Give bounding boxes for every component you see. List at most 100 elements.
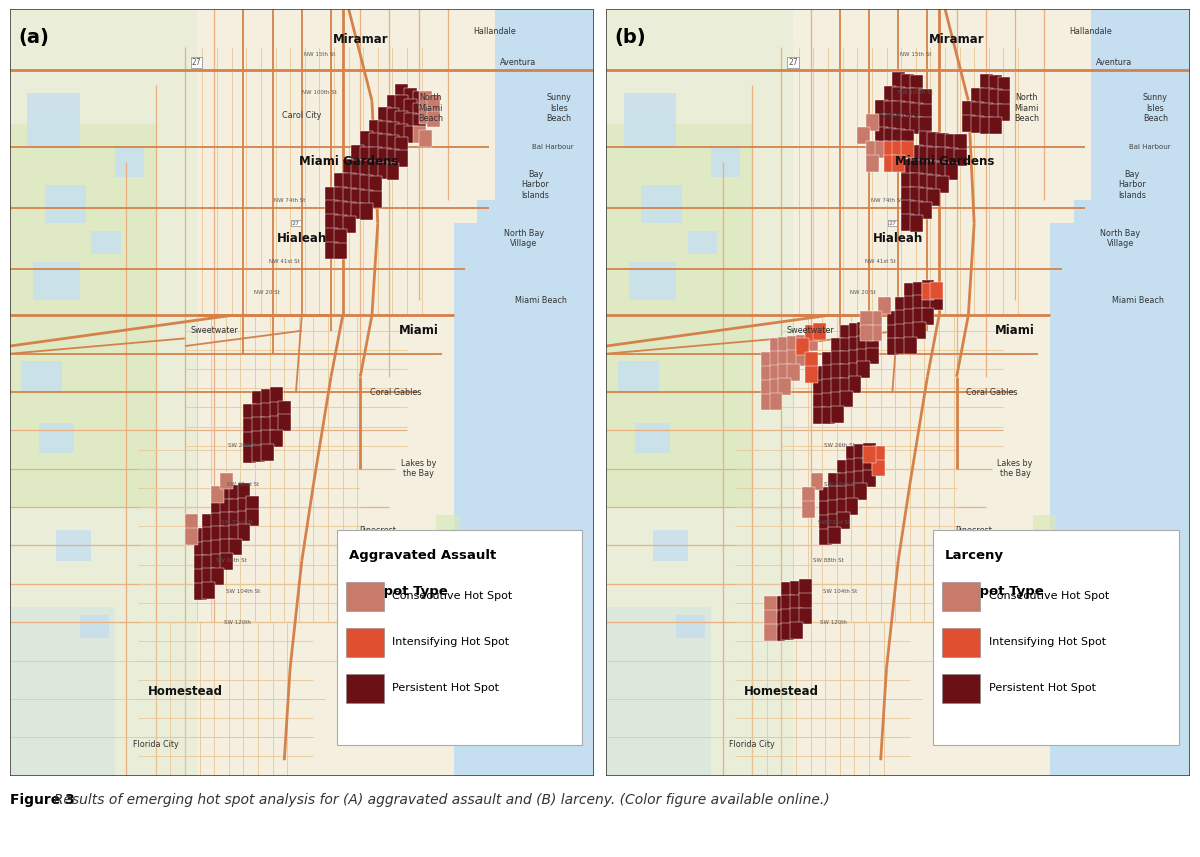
Bar xyxy=(895,297,908,314)
Bar xyxy=(936,176,949,193)
Bar xyxy=(971,102,984,119)
Bar xyxy=(773,610,786,626)
Text: Carol City: Carol City xyxy=(282,111,322,121)
Bar xyxy=(203,554,215,572)
Bar xyxy=(848,363,862,380)
Bar xyxy=(989,104,1002,121)
Bar xyxy=(334,201,347,218)
Bar xyxy=(866,348,878,364)
Bar xyxy=(863,446,876,463)
Bar xyxy=(872,446,884,463)
Bar xyxy=(893,87,905,104)
Bar xyxy=(244,446,257,463)
Bar xyxy=(395,111,408,128)
Bar xyxy=(910,159,923,177)
Bar xyxy=(244,432,257,449)
Text: SW 88th St: SW 88th St xyxy=(216,558,247,563)
Bar xyxy=(325,242,338,259)
Bar xyxy=(904,297,917,313)
Bar xyxy=(922,280,935,297)
Bar xyxy=(971,116,984,133)
Bar xyxy=(386,122,400,139)
Bar xyxy=(1091,9,1121,224)
Bar xyxy=(820,515,832,531)
Text: Sweetwater: Sweetwater xyxy=(191,327,238,335)
Bar xyxy=(352,159,365,177)
Text: North
Miami
Beach: North Miami Beach xyxy=(418,93,443,123)
Bar xyxy=(370,161,382,178)
Text: Carol City: Carol City xyxy=(878,111,918,121)
Bar xyxy=(386,135,400,152)
Bar xyxy=(863,443,876,459)
Bar xyxy=(883,141,896,159)
Text: Palmetto Bay: Palmetto Bay xyxy=(346,587,398,596)
Text: (a): (a) xyxy=(18,27,49,47)
Text: Consecutive Hot Spot: Consecutive Hot Spot xyxy=(392,591,512,601)
Text: SW 104th St: SW 104th St xyxy=(227,589,260,594)
Bar xyxy=(836,512,850,530)
Bar xyxy=(822,379,835,396)
Bar xyxy=(840,391,853,407)
Bar xyxy=(910,117,923,134)
Bar xyxy=(919,117,931,135)
Bar xyxy=(866,141,878,159)
Bar xyxy=(378,122,391,138)
Bar xyxy=(22,362,62,393)
Bar xyxy=(962,101,976,118)
Bar xyxy=(781,609,794,626)
Bar xyxy=(872,456,884,472)
Text: Persistent Hot Spot: Persistent Hot Spot xyxy=(989,683,1096,693)
Bar xyxy=(1033,515,1056,607)
Bar xyxy=(220,487,233,503)
Bar xyxy=(805,352,817,369)
Bar xyxy=(1050,224,1121,776)
Bar xyxy=(779,337,791,354)
Bar xyxy=(1121,9,1190,776)
Bar xyxy=(828,527,841,544)
Bar xyxy=(857,349,870,366)
Text: Bal Harbour: Bal Harbour xyxy=(1129,144,1170,150)
Bar xyxy=(378,148,391,165)
Bar xyxy=(836,472,850,489)
Bar xyxy=(688,231,718,254)
Bar xyxy=(922,283,935,300)
Bar xyxy=(246,509,259,526)
Bar xyxy=(712,147,740,177)
Text: Bal Harbour: Bal Harbour xyxy=(533,144,574,150)
Bar xyxy=(260,430,274,447)
Bar xyxy=(220,472,233,489)
Bar xyxy=(901,129,914,147)
Bar xyxy=(883,129,896,145)
Bar xyxy=(997,90,1010,107)
Bar xyxy=(828,487,841,503)
Bar xyxy=(346,674,384,703)
Bar xyxy=(360,147,373,164)
Bar xyxy=(769,379,782,396)
Bar xyxy=(781,596,794,612)
Bar xyxy=(942,674,980,703)
Text: Bay
Harbor
Islands: Bay Harbor Islands xyxy=(1118,170,1146,200)
Bar xyxy=(763,624,776,640)
Bar xyxy=(203,582,215,599)
Text: SW 26th St: SW 26th St xyxy=(824,443,856,448)
Text: 27: 27 xyxy=(888,221,896,226)
Bar xyxy=(904,309,917,327)
Bar xyxy=(773,624,786,640)
Bar xyxy=(334,243,347,260)
Bar xyxy=(220,553,233,570)
Bar xyxy=(814,407,827,424)
Bar xyxy=(830,351,844,369)
Bar xyxy=(360,189,373,207)
Bar xyxy=(846,498,858,515)
Bar xyxy=(413,103,426,120)
Bar xyxy=(820,487,832,504)
Bar xyxy=(893,155,905,172)
Bar xyxy=(606,123,752,507)
Bar xyxy=(334,188,347,204)
Bar xyxy=(238,524,251,541)
Bar xyxy=(840,325,853,341)
Bar xyxy=(419,129,432,147)
Bar xyxy=(790,608,803,626)
Bar xyxy=(913,296,925,312)
Bar xyxy=(846,485,858,501)
